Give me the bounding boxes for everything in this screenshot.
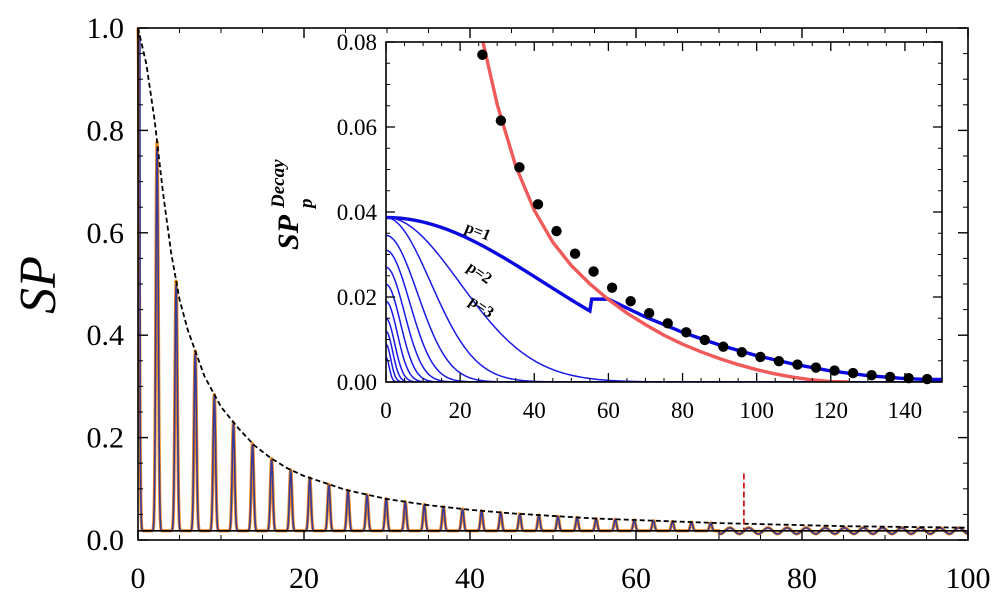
data-point xyxy=(736,347,748,358)
inset-x-tick-label: 40 xyxy=(523,398,546,423)
data-point xyxy=(551,225,562,237)
main-plot-axes: 0 20 40 60 80 100 0.0 0.2 0.4 0.6 0.8 1.0 xyxy=(87,12,991,595)
data-point xyxy=(755,351,766,363)
inset-x-tick-label: 80 xyxy=(671,398,694,423)
inset-y-tick-label: 0.00 xyxy=(337,370,377,395)
data-point xyxy=(903,372,914,384)
data-point xyxy=(495,115,507,126)
inset-x-tick-label: 100 xyxy=(739,398,774,423)
data-point xyxy=(569,248,581,259)
main-y-tick-label: 1.0 xyxy=(87,12,125,45)
data-point xyxy=(662,318,673,329)
data-point xyxy=(477,49,488,60)
inset-y-tick-label: 0.02 xyxy=(337,285,377,310)
inset-x-tick-label: 60 xyxy=(597,398,620,423)
data-point xyxy=(718,341,729,352)
main-x-tick-label: 80 xyxy=(787,562,817,595)
inset-background xyxy=(386,42,942,382)
family-curve xyxy=(386,216,942,382)
inset-y-tick-label: 0.06 xyxy=(337,115,377,140)
data-point xyxy=(625,296,636,307)
inset-y-tick-label: 0.04 xyxy=(337,200,378,225)
main-x-tick-label: 0 xyxy=(131,562,146,595)
main-plot-data xyxy=(136,27,970,536)
inset-y-label-sup: Decay xyxy=(268,159,289,209)
main-y-tick-label: 0.0 xyxy=(87,524,125,557)
main-x-tick-label: 60 xyxy=(621,562,651,595)
main-x-tick-label: 100 xyxy=(946,562,991,595)
inset-x-tick-label: 140 xyxy=(888,398,923,423)
data-point xyxy=(866,370,877,381)
inset-x-tick-label: 20 xyxy=(449,398,472,423)
inset-y-tick-label: 0.08 xyxy=(337,30,377,55)
main-x-tick-label: 20 xyxy=(289,562,319,595)
main-y-tick-label: 0.4 xyxy=(87,319,125,352)
data-point xyxy=(810,362,822,373)
data-point xyxy=(699,334,710,346)
data-point xyxy=(884,371,896,383)
data-point xyxy=(514,162,525,173)
main-y-tick-label: 0.2 xyxy=(87,422,125,455)
data-point xyxy=(606,282,618,293)
inset-x-tick-label: 120 xyxy=(814,398,849,423)
data-point xyxy=(792,359,803,370)
main-y-tick-label: 0.6 xyxy=(87,217,125,250)
inset-y-label-sub: p xyxy=(296,199,317,211)
data-point xyxy=(829,365,840,376)
envelope-dashed-line xyxy=(137,27,969,529)
inset-y-axis-label: SP Decay p xyxy=(268,159,317,250)
main-y-axis-label: SP xyxy=(10,256,67,314)
main-x-tick-label: 40 xyxy=(455,562,485,595)
data-point xyxy=(847,367,859,379)
data-point xyxy=(532,199,544,210)
data-point xyxy=(643,307,655,319)
data-point xyxy=(773,355,785,367)
data-point xyxy=(588,266,599,277)
fit-curve-red xyxy=(481,42,850,382)
inset-x-tick-label: 0 xyxy=(380,398,392,423)
inset-y-label-main: SP xyxy=(272,214,305,250)
main-y-tick-label: 0.8 xyxy=(87,114,125,147)
inset-plot: p=1p=2p=30 20 40 60 80 100 120 1400.000.020.040… xyxy=(337,30,943,423)
data-point xyxy=(681,327,692,338)
